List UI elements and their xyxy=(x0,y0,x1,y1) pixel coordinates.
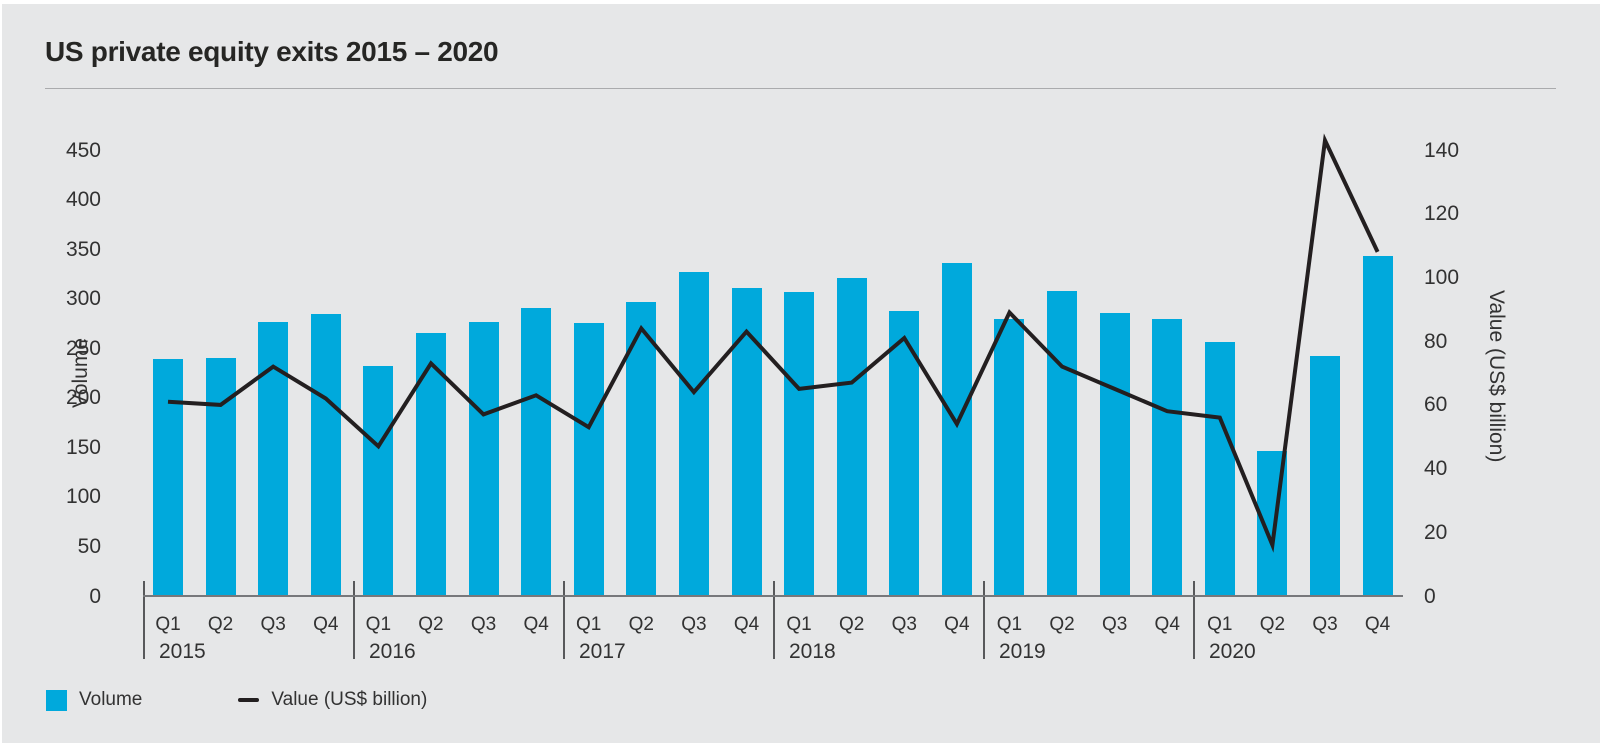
left-tick-300: 300 xyxy=(65,287,101,311)
bar-q1-2015 xyxy=(153,359,183,596)
left-tick-400: 400 xyxy=(65,188,101,212)
left-tick-250: 250 xyxy=(65,336,101,360)
bar-q3-2020 xyxy=(1310,356,1340,596)
quarter-label-q3-2019: Q3 xyxy=(1101,614,1128,635)
bar-q2-2018 xyxy=(836,277,867,596)
bar-q1-2017 xyxy=(573,323,604,596)
title-divider xyxy=(45,88,1556,89)
bar-q4-2015 xyxy=(310,313,341,596)
quarter-label-q4-2019: Q4 xyxy=(1154,614,1180,635)
value-line xyxy=(167,133,1380,553)
year-label-2018: 2018 xyxy=(789,640,836,663)
year-label-2016: 2016 xyxy=(369,640,416,663)
quarter-label-q4-2018: Q4 xyxy=(944,614,970,635)
bar-q2-2019 xyxy=(1047,290,1078,596)
right-tick-40: 40 xyxy=(1424,457,1448,481)
bar-q3-2017 xyxy=(678,271,709,596)
bar-q1-2018 xyxy=(784,291,815,596)
right-tick-20: 20 xyxy=(1424,520,1448,544)
bar-q2-2015 xyxy=(205,358,236,596)
bar-q3-2015 xyxy=(258,322,289,596)
quarter-label-q3-2016: Q3 xyxy=(470,614,497,635)
bar-q4-2017 xyxy=(731,287,762,596)
quarter-label-q1-2020: Q1 xyxy=(1207,614,1233,635)
quarter-label-q2-2017: Q2 xyxy=(628,614,654,635)
bar-q3-2016 xyxy=(468,322,499,596)
year-separator-2019 xyxy=(983,581,985,659)
quarter-label-q1-2015: Q1 xyxy=(155,614,181,635)
right-tick-0: 0 xyxy=(1424,584,1436,608)
left-tick-100: 100 xyxy=(65,485,101,509)
year-label-2019: 2019 xyxy=(999,640,1046,663)
bar-q1-2016 xyxy=(363,366,394,596)
quarter-label-q4-2016: Q4 xyxy=(523,614,549,635)
quarter-label-q3-2018: Q3 xyxy=(891,614,917,635)
page-edge-top xyxy=(0,0,1600,4)
quarter-label-q1-2016: Q1 xyxy=(365,614,392,635)
year-separator-2017 xyxy=(563,581,565,659)
quarter-label-q4-2020: Q4 xyxy=(1364,614,1391,635)
bar-q1-2019 xyxy=(994,318,1025,596)
year-separator-2015 xyxy=(143,581,145,659)
left-tick-150: 150 xyxy=(65,435,101,459)
quarter-label-q2-2020: Q2 xyxy=(1259,614,1286,635)
page-edge-bottom xyxy=(0,743,1600,747)
year-label-2017: 2017 xyxy=(579,640,626,663)
bar-q4-2020 xyxy=(1362,256,1393,596)
bar-q4-2016 xyxy=(521,307,552,596)
volume-swatch-icon xyxy=(46,689,67,711)
right-tick-80: 80 xyxy=(1424,329,1448,353)
left-tick-200: 200 xyxy=(65,386,101,410)
bar-q4-2019 xyxy=(1152,318,1183,596)
year-separator-2018 xyxy=(773,581,775,659)
quarter-label-q2-2019: Q2 xyxy=(1049,614,1075,635)
left-tick-0: 0 xyxy=(89,584,101,608)
bar-q3-2018 xyxy=(889,310,920,596)
right-tick-60: 60 xyxy=(1424,393,1448,417)
bar-q2-2020 xyxy=(1257,451,1288,596)
legend: Volume Value (US$ billion) xyxy=(46,689,427,711)
right-tick-100: 100 xyxy=(1424,265,1460,289)
bar-q4-2018 xyxy=(941,263,972,596)
x-axis-line xyxy=(143,595,1403,597)
quarter-label-q1-2018: Q1 xyxy=(786,614,812,635)
bar-q2-2016 xyxy=(415,333,446,596)
quarter-label-q3-2015: Q3 xyxy=(260,614,286,635)
value-line-icon xyxy=(238,698,260,702)
bar-q3-2019 xyxy=(1099,312,1130,596)
quarter-label-q1-2017: Q1 xyxy=(576,614,602,635)
left-tick-350: 350 xyxy=(65,237,101,261)
quarter-label-q4-2017: Q4 xyxy=(733,614,760,635)
year-separator-2016 xyxy=(353,581,355,659)
right-tick-140: 140 xyxy=(1424,138,1460,162)
quarter-label-q2-2016: Q2 xyxy=(418,614,444,635)
right-axis-title: Value (US$ billion) xyxy=(1485,290,1508,463)
left-tick-50: 50 xyxy=(77,534,101,558)
quarter-label-q3-2020: Q3 xyxy=(1312,614,1338,635)
year-label-2020: 2020 xyxy=(1209,640,1256,663)
bar-q2-2017 xyxy=(626,301,657,596)
quarter-label-q1-2019: Q1 xyxy=(996,614,1023,635)
page-edge-left xyxy=(0,0,2,747)
quarter-label-q2-2015: Q2 xyxy=(207,614,234,635)
legend-volume-label: Volume xyxy=(79,689,143,710)
quarter-label-q4-2015: Q4 xyxy=(313,614,339,635)
quarter-label-q3-2017: Q3 xyxy=(681,614,707,635)
year-separator-2020 xyxy=(1193,581,1195,659)
bar-q1-2020 xyxy=(1204,342,1235,596)
left-tick-450: 450 xyxy=(65,138,101,162)
legend-value-label: Value (US$ billion) xyxy=(271,689,428,710)
right-tick-120: 120 xyxy=(1424,202,1460,226)
page-title: US private equity exits 2015 – 2020 xyxy=(45,36,499,67)
quarter-label-q2-2018: Q2 xyxy=(838,614,865,635)
year-label-2015: 2015 xyxy=(159,640,206,663)
